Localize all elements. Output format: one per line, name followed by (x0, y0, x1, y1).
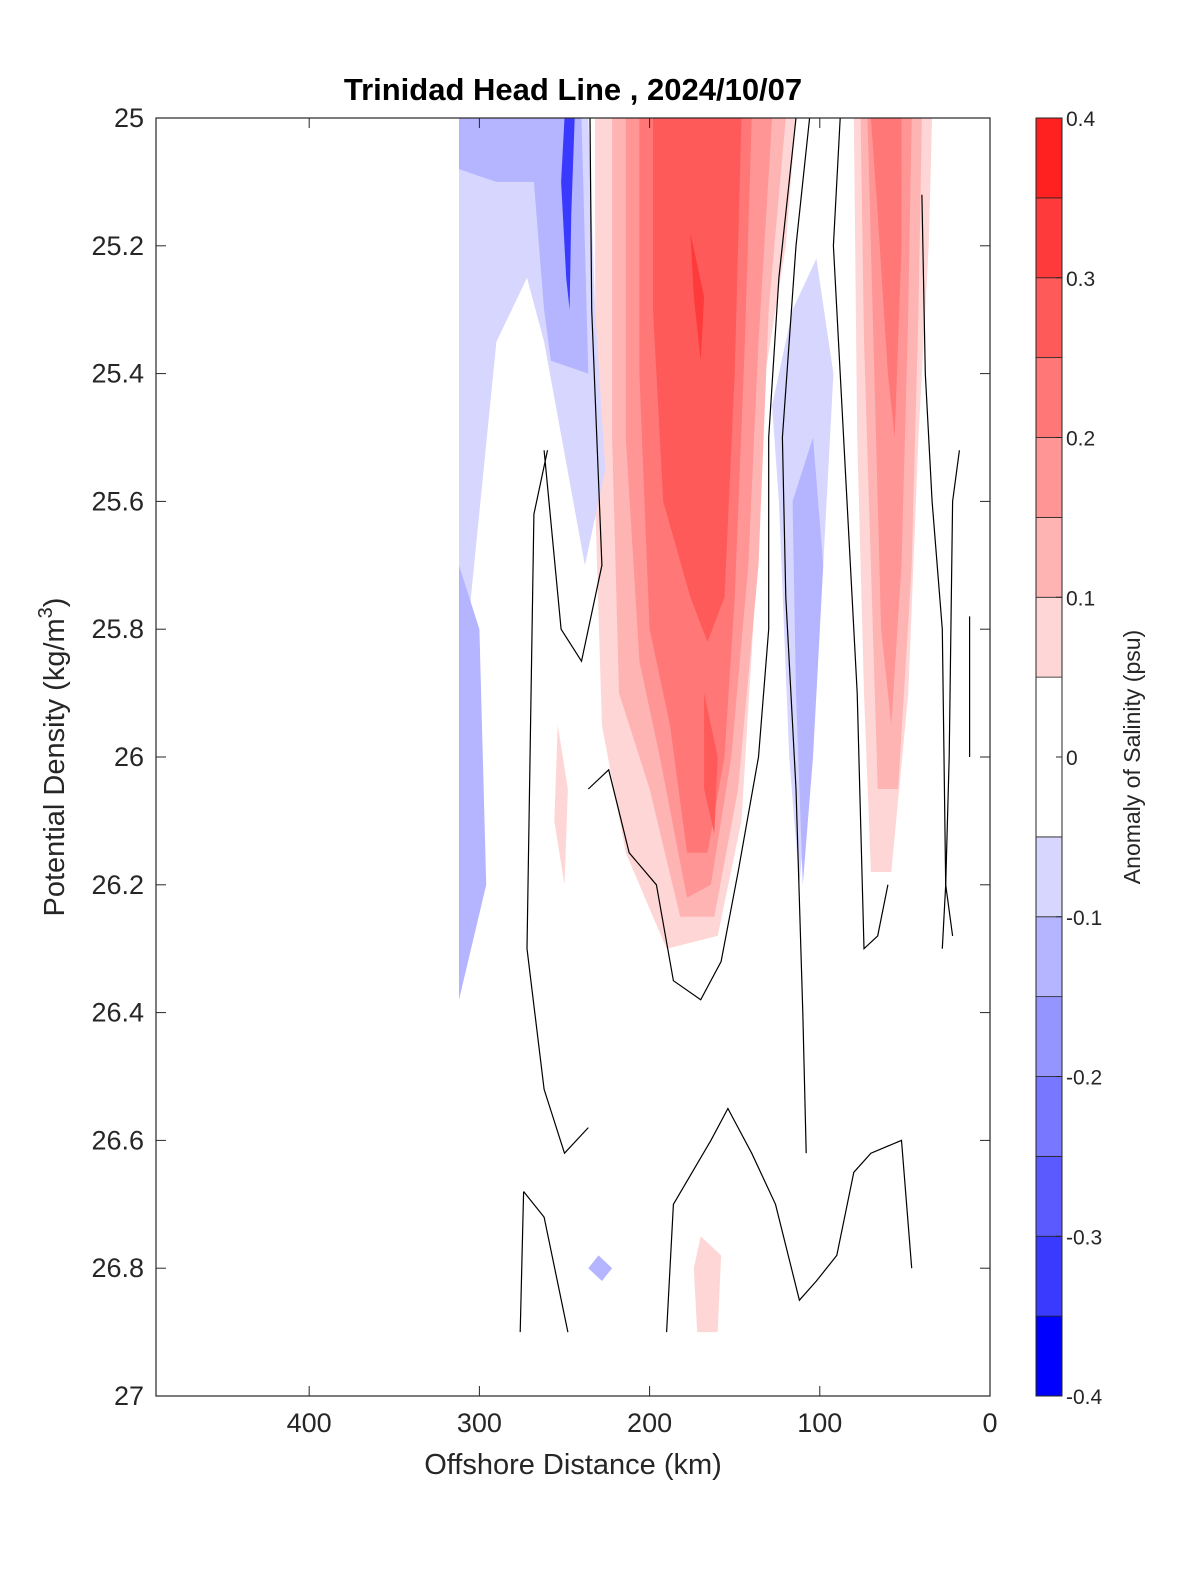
colorbar-segment-9 (1035, 516, 1063, 598)
colorbar-segment-1 (1035, 1235, 1063, 1317)
colorbar-segment-6 (1035, 836, 1063, 918)
colorbar-segment-10 (1035, 437, 1063, 518)
colorbar-tick-label-1: 0.3 (1066, 268, 1095, 291)
x-axis-label: Offshore Distance (km) (424, 1449, 722, 1481)
region-positive-main-core-6 (704, 693, 718, 834)
colorbar-tick-label-2: 0.2 (1066, 428, 1095, 451)
y-tick-label-4: 25.8 (91, 614, 144, 644)
y-tick-label-1: 25.2 (91, 231, 144, 261)
region-positive-main-core-4 (653, 118, 742, 642)
y-axis-label-superscript: 3 (35, 607, 57, 618)
colorbar-segment-13 (1035, 197, 1063, 279)
contour-regions (459, 118, 953, 1333)
y-tick-label-5: 26 (114, 742, 144, 772)
colorbar-tick-label-6: -0.2 (1066, 1067, 1102, 1090)
colorbar-tick-label-8: -0.4 (1066, 1386, 1103, 1409)
region-positive-bottom (693, 1236, 722, 1333)
y-tick-label-3: 25.6 (91, 486, 144, 516)
x-tick-label-4: 0 (982, 1408, 997, 1438)
colorbar-label: Anomaly of Salinity (psu) (1119, 630, 1145, 884)
region-positive-main-core-5 (690, 233, 705, 361)
colorbar-tick-label-5: -0.1 (1066, 907, 1102, 930)
colorbar-tick-label-4: 0 (1066, 747, 1078, 770)
x-tick-label-3: 100 (797, 1408, 842, 1438)
zero-contour-6 (832, 118, 889, 951)
colorbar-segment-0 (1035, 1315, 1063, 1397)
region-positive-small-1 (554, 725, 568, 885)
colorbar-segment-11 (1035, 357, 1063, 438)
colorbar-tick-label-7: -0.3 (1066, 1226, 1102, 1249)
y-tick-label-2: 25.4 (91, 359, 144, 389)
x-tick-label-2: 200 (627, 1408, 672, 1438)
zero-contour-8 (941, 450, 960, 949)
colorbar-tick-label-3: 0.1 (1066, 587, 1095, 610)
x-axis-ticks: 400 300 200 100 0 (287, 118, 998, 1438)
y-axis-label: Potential Density (kg/m3) (35, 598, 71, 917)
x-tick-label-0: 400 (287, 1408, 332, 1438)
colorbar-segment-3 (1035, 1076, 1063, 1157)
region-negative-bottom-small (588, 1255, 613, 1281)
y-axis-ticks: 25 25.2 25.4 25.6 25.8 26 26.2 26.4 26.6 26.8 27 (91, 103, 990, 1411)
y-axis-label-end: ) (39, 598, 71, 608)
region-negative-nearshore-core (792, 437, 824, 885)
zero-contour-4 (587, 118, 797, 1001)
colorbar-segment-8 (1035, 596, 1063, 678)
y-tick-label-9: 26.8 (91, 1253, 144, 1283)
y-tick-label-0: 25 (114, 103, 144, 133)
y-tick-label-7: 26.4 (91, 998, 144, 1028)
colorbar-segment-5 (1035, 916, 1063, 998)
chart-title: Trinidad Head Line , 2024/10/07 (344, 72, 802, 107)
zero-contour-0 (526, 450, 589, 1155)
x-tick-label-1: 300 (457, 1408, 502, 1438)
zero-contour-1 (543, 118, 603, 663)
colorbar-segment-14 (1035, 117, 1063, 199)
zero-contour-5 (781, 118, 811, 1154)
y-tick-label-6: 26.2 (91, 870, 144, 900)
y-tick-label-10: 27 (114, 1381, 144, 1411)
region-negative-bottom (561, 1172, 650, 1333)
colorbar-ticks: 0.4 0.3 0.2 0.1 0 -0.1 -0.2 -0.3 -0.4 (1056, 108, 1103, 1409)
region-negative-west-deep (459, 565, 487, 1000)
colorbar: 0.4 0.3 0.2 0.1 0 -0.1 -0.2 -0.3 -0.4 Anomaly of… (1035, 108, 1145, 1409)
zero-contour-3 (523, 1191, 569, 1333)
colorbar-segment-12 (1035, 277, 1063, 359)
zero-contour-7 (921, 194, 954, 936)
y-axis-label-main: Potential Density (kg/m (39, 618, 71, 916)
colorbar-segment-2 (1035, 1155, 1063, 1237)
region-positive-east-core-3 (870, 118, 902, 438)
region-negative-strong-core (561, 118, 575, 310)
colorbar-tick-label-0: 0.4 (1066, 108, 1096, 131)
zero-contour-9 (666, 1107, 913, 1333)
colorbar-segment-4 (1035, 996, 1063, 1077)
y-tick-label-8: 26.6 (91, 1125, 144, 1155)
region-negative-west-upper (459, 118, 589, 374)
zero-contour-lines (519, 118, 971, 1333)
plot-area: 400 300 200 100 0 25 25.2 25.4 25.6 25.8 26 26.2 26… (91, 103, 997, 1438)
zero-contour-2 (519, 1191, 525, 1333)
